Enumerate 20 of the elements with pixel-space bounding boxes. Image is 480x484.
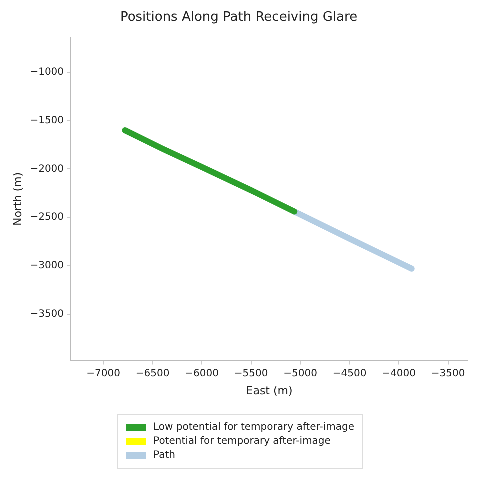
legend-label: Potential for temporary after-image	[154, 436, 331, 447]
y-tick-label: −2000	[30, 164, 64, 175]
y-tick-label: −3000	[30, 260, 64, 272]
legend-label: Low potential for temporary after-image	[154, 422, 354, 433]
x-tick-label: −5000	[284, 368, 318, 380]
x-tick-label: −4500	[332, 368, 367, 380]
x-tick-label: −6500	[136, 368, 170, 380]
x-tick-label: −4000	[382, 368, 416, 380]
y-tick-label: −1000	[30, 67, 64, 78]
x-tick-label: −6000	[185, 368, 219, 380]
legend-label: Path	[154, 450, 176, 461]
y-tick-label: −3500	[30, 308, 64, 320]
chart-title: Positions Along Path Receiving Glare	[120, 10, 358, 26]
y-tick-label: −1500	[30, 115, 64, 126]
y-tick-label: −2500	[30, 212, 64, 224]
x-tick-label: −3500	[431, 368, 466, 380]
x-axis-title: East (m)	[246, 384, 293, 398]
x-tick-label: −7000	[86, 368, 120, 380]
y-axis-title: North (m)	[11, 172, 24, 226]
x-tick-label: −5500	[234, 368, 268, 380]
